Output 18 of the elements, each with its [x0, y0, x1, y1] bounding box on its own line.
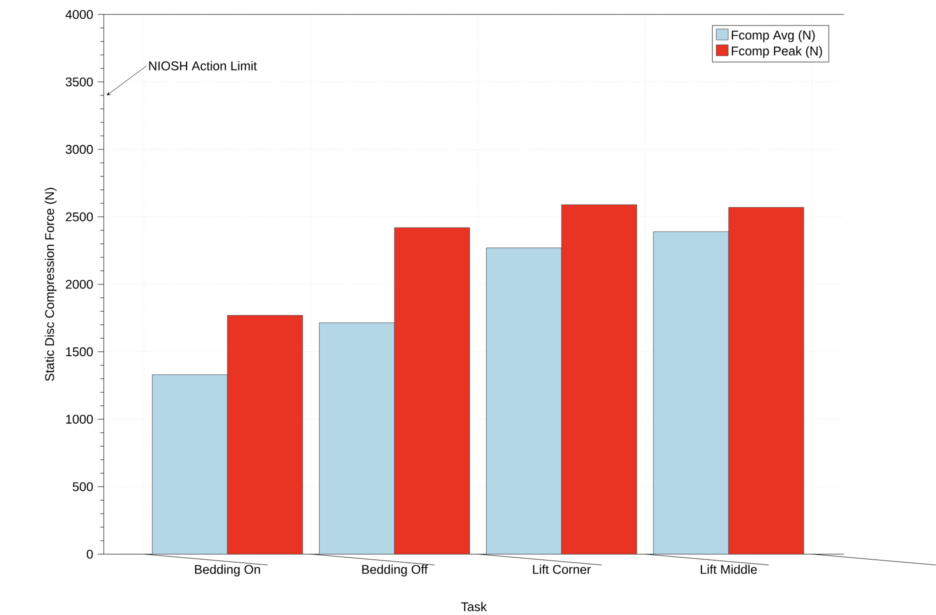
- y-tick-label: 4000: [66, 10, 93, 19]
- y-tick-label: 1000: [66, 414, 93, 424]
- y-tick-label: 500: [72, 482, 93, 491]
- x-tick-label: Bedding Off: [362, 564, 428, 576]
- legend-label: Fcomp Peak (N): [732, 46, 822, 58]
- legend-label: Fcomp Avg (N): [732, 30, 815, 42]
- annotation: NIOSH Action Limit: [149, 60, 257, 70]
- y-tick-label: 3000: [66, 144, 93, 154]
- x-tick-label: Lift Middle: [700, 564, 757, 574]
- x-tick-label: Bedding On: [195, 564, 260, 576]
- y-tick-label: 3500: [66, 77, 93, 86]
- y-tick-label: 0: [86, 549, 93, 558]
- y-tick-label: 2500: [66, 212, 93, 222]
- x-tick-label: Lift Corner: [533, 564, 591, 574]
- x-axis-title: Task: [461, 602, 487, 611]
- y-tick-label: 1500: [66, 347, 93, 356]
- y-axis-title: Static Disc Compression Force (N): [44, 188, 57, 381]
- y-tick-label: 2000: [66, 280, 93, 289]
